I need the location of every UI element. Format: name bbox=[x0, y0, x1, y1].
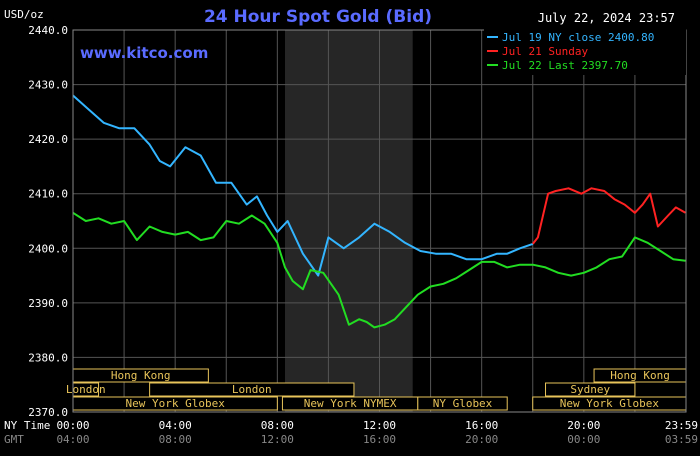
x-tick-label-ny: 23:59 bbox=[665, 419, 698, 432]
x-tick-label-ny: 16:00 bbox=[465, 419, 498, 432]
x-tick-label-ny: 12:00 bbox=[363, 419, 396, 432]
y-tick-label: 2440.0 bbox=[28, 24, 68, 37]
session-bar bbox=[149, 382, 355, 397]
y-axis-ticks: 2370.0 2380.0 2390.0 2400.0 2410.0 2420.0 2430… bbox=[28, 24, 68, 419]
legend-label: Jul 21 Sunday bbox=[502, 45, 588, 58]
session-label: New York Globex bbox=[560, 397, 660, 410]
shaded-session-band bbox=[284, 30, 413, 412]
x-tick-label-ny: 04:00 bbox=[159, 419, 192, 432]
session-label: London bbox=[232, 383, 272, 396]
series-line bbox=[72, 94, 534, 277]
series-line bbox=[72, 211, 686, 329]
session-label: Sydney bbox=[570, 383, 610, 396]
legend-label: Jul 19 NY close 2400.80 bbox=[502, 31, 654, 44]
x-tick-label-gmt: 03:59 bbox=[665, 433, 698, 446]
plot-frame bbox=[72, 29, 687, 413]
session-bar bbox=[545, 382, 636, 397]
date-label: July 22, 2024 23:57 bbox=[538, 11, 675, 25]
x-tick-label-gmt: 12:00 bbox=[261, 433, 294, 446]
session-bar bbox=[417, 396, 508, 411]
x-tick-label-gmt: 08:00 bbox=[159, 433, 192, 446]
y-unit-label: USD/oz bbox=[4, 8, 44, 21]
chart-title: 24 Hour Spot Gold (Bid) bbox=[204, 7, 432, 27]
series-line bbox=[532, 187, 686, 245]
price-lines bbox=[72, 94, 686, 329]
ny-time-row-label: NY Time bbox=[4, 419, 50, 432]
y-tick-label: 2400.0 bbox=[28, 242, 68, 255]
y-tick-label: 2370.0 bbox=[28, 406, 68, 419]
y-tick-label: 2430.0 bbox=[28, 79, 68, 92]
legend-label: Jul 22 Last 2397.70 bbox=[502, 59, 628, 72]
x-tick-label-gmt: 00:00 bbox=[567, 433, 600, 446]
y-tick-label: 2380.0 bbox=[28, 351, 68, 364]
session-label: NY Globex bbox=[433, 397, 493, 410]
session-label: London bbox=[66, 383, 106, 396]
session-label: New York Globex bbox=[125, 397, 225, 410]
y-tick-label: 2410.0 bbox=[28, 188, 68, 201]
x-tick-label-ny: 20:00 bbox=[567, 419, 600, 432]
session-label: Hong Kong bbox=[610, 369, 670, 382]
y-tick-label: 2420.0 bbox=[28, 133, 68, 146]
website-label: www.kitco.com bbox=[80, 44, 208, 62]
gmt-row-label: GMT bbox=[4, 433, 24, 446]
y-tick-label: 2390.0 bbox=[28, 297, 68, 310]
x-axis-ticks: 00:0004:0004:0008:0008:0012:0012:0016:00… bbox=[56, 419, 698, 446]
session-label: New York NYMEX bbox=[304, 397, 397, 410]
x-tick-label-ny: 00:00 bbox=[56, 419, 89, 432]
x-tick-label-gmt: 20:00 bbox=[465, 433, 498, 446]
x-tick-label-gmt: 04:00 bbox=[56, 433, 89, 446]
x-tick-label-gmt: 16:00 bbox=[363, 433, 396, 446]
x-tick-label-ny: 08:00 bbox=[261, 419, 294, 432]
legend-box bbox=[484, 28, 686, 75]
session-label: Hong Kong bbox=[111, 369, 171, 382]
